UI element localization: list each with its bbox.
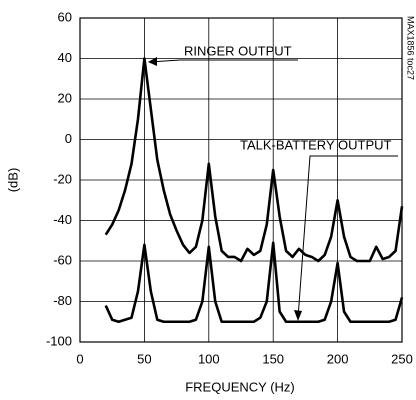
x-tick-label: 250 bbox=[391, 351, 413, 366]
x-tick-label: 100 bbox=[198, 351, 220, 366]
annotation-arrow bbox=[149, 59, 298, 63]
annotation: TALK-BATTERY OUTPUT bbox=[240, 137, 392, 152]
y-tick-label: -100 bbox=[46, 333, 72, 348]
y-tick-label: 0 bbox=[65, 131, 72, 146]
y-tick-label: 60 bbox=[58, 9, 72, 24]
y-tick-label: -20 bbox=[53, 171, 72, 186]
y-tick-label: -80 bbox=[53, 293, 72, 308]
annotation-arrow bbox=[297, 155, 398, 319]
arrow-head bbox=[294, 310, 302, 321]
x-tick-label: 50 bbox=[137, 351, 151, 366]
arrow-head bbox=[148, 57, 157, 66]
data-line bbox=[104, 241, 404, 324]
y-tick-label: -40 bbox=[53, 212, 72, 227]
y-tick-label: 20 bbox=[58, 90, 72, 105]
data-line bbox=[104, 57, 404, 263]
x-tick-label: 150 bbox=[262, 351, 284, 366]
y-axis-label: (dB) bbox=[5, 168, 20, 193]
y-tick-label: -60 bbox=[53, 252, 72, 267]
plot-frame bbox=[79, 17, 403, 343]
annotation: RINGER OUTPUT bbox=[184, 43, 292, 58]
y-tick-label: 40 bbox=[58, 50, 72, 65]
x-tick-label: 200 bbox=[327, 351, 349, 366]
x-axis-label: FREQUENCY (Hz) bbox=[185, 379, 295, 394]
x-tick-label: 0 bbox=[76, 351, 83, 366]
figure-code: MAX1856 toc27 bbox=[406, 16, 416, 80]
